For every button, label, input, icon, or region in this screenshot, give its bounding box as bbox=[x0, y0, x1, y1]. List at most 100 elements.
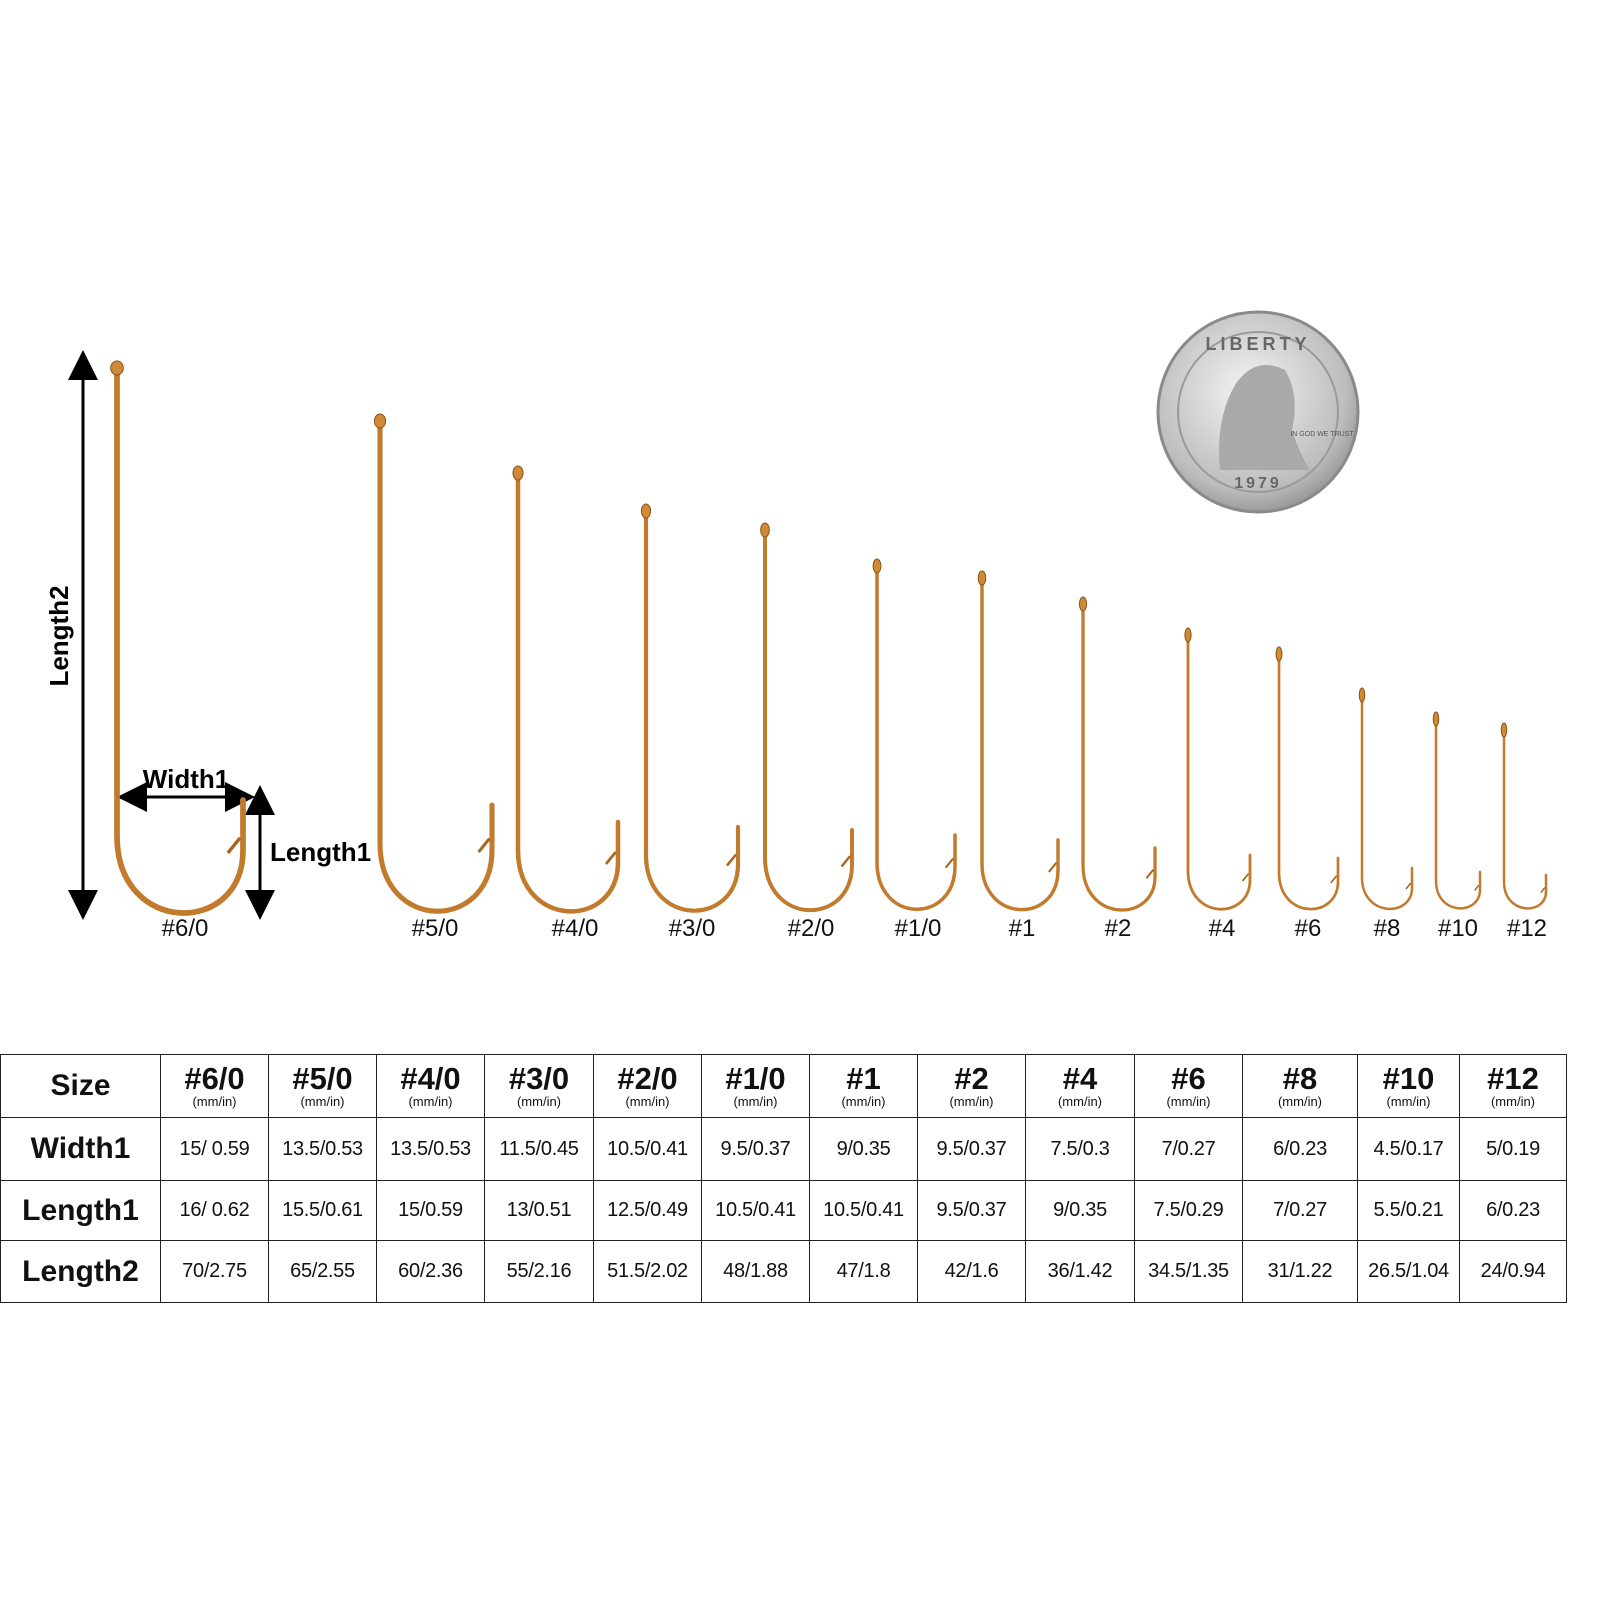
header-row: Size #6/0 (mm/in) #5/0 (mm/in) #4/0 (mm/in) #3/… bbox=[0, 1054, 1567, 1118]
unit: (mm/in) bbox=[625, 1094, 670, 1109]
hook-wire bbox=[1277, 654, 1340, 911]
hook-wire bbox=[980, 578, 1060, 912]
hook-eye bbox=[512, 465, 524, 481]
width1-label: Width1 bbox=[143, 764, 229, 794]
value-cell: 4.5/0.17 bbox=[1357, 1117, 1460, 1181]
header-cell: #1/0 (mm/in) bbox=[701, 1054, 810, 1118]
hook-eye bbox=[1432, 711, 1440, 727]
value-cell: 70/2.75 bbox=[160, 1240, 269, 1303]
hook-eye bbox=[373, 413, 387, 429]
hook-barb bbox=[604, 851, 617, 865]
hook-wire bbox=[1186, 635, 1252, 911]
value-cell: 9.5/0.37 bbox=[917, 1117, 1026, 1181]
hook bbox=[110, 360, 246, 916]
hook bbox=[373, 413, 495, 914]
hook-wire bbox=[875, 566, 957, 911]
unit: (mm/in) bbox=[733, 1094, 778, 1109]
size: #10 bbox=[1382, 1061, 1435, 1096]
unit: (mm/in) bbox=[516, 1094, 562, 1109]
value-cell: 13/0.51 bbox=[484, 1180, 594, 1241]
hook-wire bbox=[377, 420, 495, 914]
unit: (mm/in) bbox=[1166, 1094, 1211, 1109]
hook-barb bbox=[1241, 873, 1250, 882]
value-cell: 15/ 0.59 bbox=[160, 1117, 269, 1181]
hook-eye bbox=[977, 570, 987, 586]
row-label: Length1 bbox=[0, 1180, 161, 1241]
length1-label: Length1 bbox=[270, 837, 371, 867]
value-cell: 13.5/0.53 bbox=[268, 1117, 377, 1181]
header-cell: #1 (mm/in) bbox=[809, 1054, 918, 1118]
value-cell: 5.5/0.21 bbox=[1357, 1180, 1460, 1241]
hook bbox=[872, 558, 957, 911]
value-cell: 55/2.16 bbox=[484, 1240, 594, 1303]
size: #1/0 bbox=[725, 1061, 786, 1096]
hook-size-label: #5/0 bbox=[412, 915, 459, 942]
hook-eye bbox=[1078, 596, 1088, 612]
size: #2 bbox=[954, 1061, 989, 1096]
value-cell: 16/ 0.62 bbox=[160, 1180, 269, 1241]
hook-barb bbox=[1330, 875, 1338, 884]
value-cell: 60/2.36 bbox=[376, 1240, 485, 1303]
hook-eye bbox=[872, 558, 882, 574]
coin-legend: LIBERTY bbox=[1205, 334, 1310, 354]
hook-wire bbox=[114, 367, 246, 916]
size: #12 bbox=[1487, 1061, 1539, 1096]
size: #8 bbox=[1282, 1061, 1318, 1096]
size: #2/0 bbox=[617, 1061, 678, 1096]
row-label: Width1 bbox=[0, 1117, 161, 1181]
hook bbox=[640, 503, 741, 913]
hook-wire bbox=[1434, 719, 1482, 910]
value-cell: 9/0.35 bbox=[809, 1117, 918, 1181]
value-cell: 10.5/0.41 bbox=[809, 1180, 918, 1241]
hook-size-label: #12 bbox=[1507, 915, 1547, 942]
header-cell: #8 (mm/in) bbox=[1242, 1054, 1358, 1118]
hook-barb bbox=[477, 837, 491, 854]
hook-size-label: #8 bbox=[1374, 915, 1401, 942]
hook-wire bbox=[1360, 695, 1414, 911]
hook-size-label: #4 bbox=[1209, 915, 1236, 942]
hook bbox=[1432, 711, 1482, 910]
value-cell: 26.5/1.04 bbox=[1357, 1240, 1460, 1303]
coin-portrait bbox=[1219, 365, 1310, 470]
header-label: Size bbox=[0, 1054, 161, 1118]
header-cell: #5/0 (mm/in) bbox=[268, 1054, 377, 1118]
value-cell: 7.5/0.29 bbox=[1134, 1180, 1243, 1241]
hook-wire bbox=[1081, 604, 1157, 912]
hook bbox=[1275, 646, 1340, 911]
hook-wire bbox=[763, 530, 854, 913]
header-cell: #2 (mm/in) bbox=[917, 1054, 1026, 1118]
header-cell: #10 (mm/in) bbox=[1357, 1054, 1460, 1118]
hook-barb bbox=[944, 857, 955, 869]
value-cell: 48/1.88 bbox=[701, 1240, 810, 1303]
header-cell: #4 (mm/in) bbox=[1025, 1054, 1135, 1118]
row-label: Length2 bbox=[0, 1240, 161, 1303]
header-cell: #2/0 (mm/in) bbox=[593, 1054, 702, 1118]
hook-barb bbox=[725, 853, 737, 867]
value-cell: 13.5/0.53 bbox=[376, 1117, 485, 1181]
unit: (mm/in) bbox=[949, 1094, 994, 1109]
hook-size-label: #10 bbox=[1438, 915, 1478, 942]
unit: (mm/in) bbox=[1386, 1094, 1431, 1109]
hook-size-label: #2/0 bbox=[788, 915, 835, 942]
value-cell: 7/0.27 bbox=[1134, 1117, 1243, 1181]
diagram: Length2 Width1 Length1 LIBERTY IN GOD WE… bbox=[44, 310, 1548, 942]
value-cell: 47/1.8 bbox=[809, 1240, 918, 1303]
value-cell: 6/0.23 bbox=[1242, 1117, 1358, 1181]
value-cell: 15/0.59 bbox=[376, 1180, 485, 1241]
value-cell: 9/0.35 bbox=[1025, 1180, 1135, 1241]
header-cell: #6/0 (mm/in) bbox=[160, 1054, 269, 1118]
coin-year: 1979 bbox=[1234, 475, 1282, 492]
table-row: Width1 15/ 0.59 13.5/0.53 13.5/0.53 11.5/0.4… bbox=[0, 1117, 1567, 1181]
size: #5/0 bbox=[292, 1061, 353, 1096]
coin-rim bbox=[1177, 331, 1339, 493]
size-table: Size #6/0 (mm/in) #5/0 (mm/in) #4/0 (mm/in) #3/… bbox=[0, 1054, 1567, 1303]
value-cell: 10.5/0.41 bbox=[593, 1117, 702, 1181]
value-cell: 24/0.94 bbox=[1459, 1240, 1567, 1303]
unit: (mm/in) bbox=[192, 1094, 237, 1109]
hook-size-label: #4/0 bbox=[552, 915, 599, 942]
hook-barb bbox=[1048, 862, 1058, 873]
coin: LIBERTY IN GOD WE TRUST 1979 bbox=[1156, 310, 1360, 514]
header-cell: #3/0 (mm/in) bbox=[484, 1054, 594, 1118]
size: #6 bbox=[1171, 1061, 1206, 1096]
